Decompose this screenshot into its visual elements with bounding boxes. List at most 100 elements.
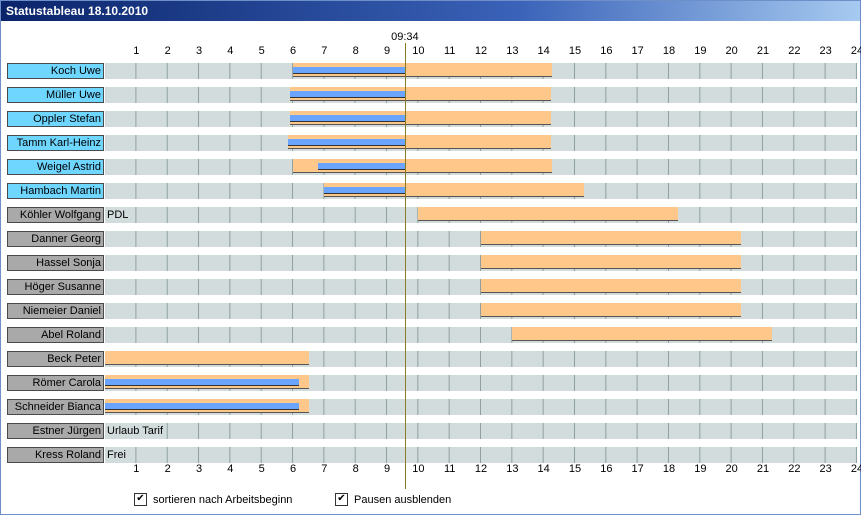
hour-label: 13 bbox=[506, 45, 519, 57]
worked-time-bar[interactable] bbox=[289, 91, 405, 98]
hour-label: 8 bbox=[352, 463, 359, 475]
current-time-label: 09:34 bbox=[391, 31, 419, 43]
employee-timeline bbox=[105, 63, 857, 79]
employee-name[interactable]: Koch Uwe bbox=[7, 63, 104, 79]
hour-label: 16 bbox=[600, 463, 613, 475]
employee-row: Hassel Sonja bbox=[3, 255, 859, 271]
hour-label: 5 bbox=[258, 45, 265, 57]
hour-label: 16 bbox=[600, 45, 613, 57]
employee-row: Weigel Astrid bbox=[3, 159, 859, 175]
hour-label: 20 bbox=[725, 45, 738, 57]
employee-name[interactable]: Tamm Karl-Heinz bbox=[7, 135, 104, 151]
hour-label: 24 bbox=[850, 45, 861, 57]
hour-label: 19 bbox=[694, 45, 707, 57]
worked-time-bar[interactable] bbox=[318, 163, 405, 170]
employee-row: Höger Susanne bbox=[3, 279, 859, 295]
employee-timeline bbox=[105, 351, 857, 367]
employee-row: Römer Carola bbox=[3, 375, 859, 391]
hour-label: 17 bbox=[631, 463, 644, 475]
worked-time-bar[interactable] bbox=[289, 115, 405, 122]
employee-timeline: Urlaub Tarif bbox=[105, 423, 857, 439]
hour-label: 18 bbox=[662, 45, 676, 57]
status-note: PDL bbox=[105, 207, 129, 223]
hour-label: 1 bbox=[133, 45, 140, 57]
worked-time-bar[interactable] bbox=[293, 67, 405, 74]
employee-name[interactable]: Oppler Stefan bbox=[7, 111, 104, 127]
employee-timeline bbox=[105, 111, 857, 127]
hour-label: 14 bbox=[537, 463, 550, 475]
worked-time-bar[interactable] bbox=[324, 187, 405, 194]
hour-label: 15 bbox=[568, 45, 582, 57]
hour-label: 21 bbox=[756, 45, 770, 57]
hour-label: 13 bbox=[506, 463, 519, 475]
sort-by-start-checkbox[interactable]: ✔ sortieren nach Arbeitsbeginn bbox=[134, 492, 293, 509]
employee-name[interactable]: Hambach Martin bbox=[7, 183, 104, 199]
employee-timeline bbox=[105, 399, 857, 415]
hour-label: 21 bbox=[756, 463, 770, 475]
employee-name[interactable]: Müller Uwe bbox=[7, 87, 104, 103]
planned-shift-bar[interactable] bbox=[105, 351, 309, 365]
hour-label: 9 bbox=[383, 45, 391, 57]
employee-row: Abel Roland bbox=[3, 327, 859, 343]
employee-timeline bbox=[105, 159, 857, 175]
window-title: Statustableau 18.10.2010 bbox=[1, 1, 860, 21]
planned-shift-bar[interactable] bbox=[418, 207, 679, 221]
employee-row: Beck Peter bbox=[3, 351, 859, 367]
hour-label: 14 bbox=[537, 45, 550, 57]
hour-label: 15 bbox=[568, 463, 582, 475]
options-bar: ✔ sortieren nach Arbeitsbeginn ✔ Pausen au… bbox=[1, 492, 861, 509]
employee-timeline bbox=[105, 231, 857, 247]
status-note: Urlaub Tarif bbox=[105, 423, 164, 439]
employee-row: Hambach Martin bbox=[3, 183, 859, 199]
planned-shift-bar[interactable] bbox=[481, 303, 742, 317]
employee-name[interactable]: Weigel Astrid bbox=[7, 159, 104, 175]
hour-label: 2 bbox=[164, 463, 171, 475]
employee-name[interactable]: Schneider Bianca bbox=[7, 399, 104, 415]
employee-name[interactable]: Köhler Wolfgang bbox=[7, 207, 104, 223]
checkbox-box[interactable]: ✔ bbox=[134, 492, 147, 506]
hour-label: 2 bbox=[164, 45, 171, 57]
hide-breaks-checkbox[interactable]: ✔ Pausen ausblenden bbox=[335, 492, 452, 509]
worked-time-bar[interactable] bbox=[105, 403, 300, 410]
employee-name[interactable]: Estner Jürgen bbox=[7, 423, 104, 439]
employee-name[interactable]: Niemeier Daniel bbox=[7, 303, 104, 319]
employee-name[interactable]: Hassel Sonja bbox=[7, 255, 104, 271]
worked-time-bar[interactable] bbox=[288, 139, 405, 146]
employee-timeline bbox=[105, 279, 857, 295]
hour-label: 10 bbox=[412, 463, 425, 475]
checkbox-box[interactable]: ✔ bbox=[335, 492, 348, 506]
employee-timeline bbox=[105, 87, 857, 103]
employee-timeline bbox=[105, 375, 857, 391]
hour-label: 5 bbox=[258, 463, 265, 475]
planned-shift-bar[interactable] bbox=[481, 231, 742, 245]
hide-breaks-label: Pausen ausblenden bbox=[354, 494, 452, 506]
hour-label: 8 bbox=[352, 45, 359, 57]
employee-row: Niemeier Daniel bbox=[3, 303, 859, 319]
employee-name[interactable]: Kress Roland bbox=[7, 447, 104, 463]
hour-label: 19 bbox=[694, 463, 707, 475]
employee-row: Kress Roland Frei bbox=[3, 447, 859, 463]
employee-name[interactable]: Römer Carola bbox=[7, 375, 104, 391]
current-time-line bbox=[404, 43, 406, 489]
sort-by-start-label: sortieren nach Arbeitsbeginn bbox=[153, 494, 293, 506]
employee-row: Danner Georg bbox=[3, 231, 859, 247]
employee-timeline bbox=[105, 327, 857, 343]
employee-name[interactable]: Höger Susanne bbox=[7, 279, 104, 295]
planned-shift-bar[interactable] bbox=[481, 255, 742, 269]
worked-time-bar[interactable] bbox=[105, 379, 300, 386]
hour-label: 10 bbox=[412, 45, 425, 57]
employee-name[interactable]: Beck Peter bbox=[7, 351, 104, 367]
planned-shift-bar[interactable] bbox=[512, 327, 773, 341]
hour-label: 4 bbox=[227, 463, 234, 475]
employee-row: Schneider Bianca bbox=[3, 399, 859, 415]
employee-name[interactable]: Abel Roland bbox=[7, 327, 104, 343]
employee-timeline bbox=[105, 183, 857, 199]
employee-row: Koch Uwe bbox=[3, 63, 859, 79]
employee-row: Estner Jürgen Urlaub Tarif bbox=[3, 423, 859, 439]
planned-shift-bar[interactable] bbox=[481, 279, 742, 293]
employee-timeline: PDL bbox=[105, 207, 857, 223]
employee-row: Müller Uwe bbox=[3, 87, 859, 103]
hour-label: 23 bbox=[819, 463, 832, 475]
employee-name[interactable]: Danner Georg bbox=[7, 231, 104, 247]
